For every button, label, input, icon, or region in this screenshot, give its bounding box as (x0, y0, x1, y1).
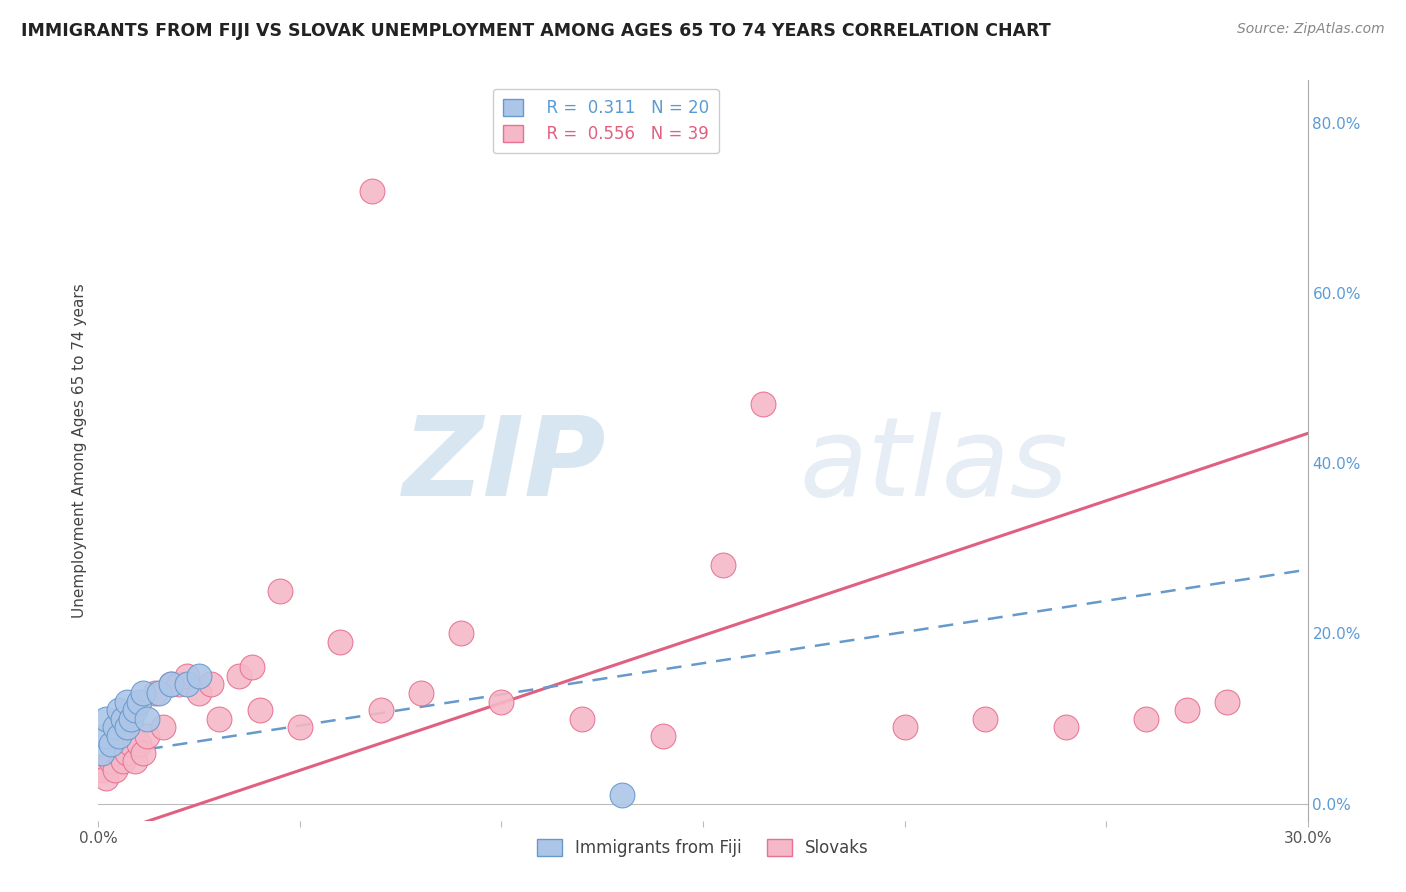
Point (96, 712, 118, 726)
Point (103, 720, 125, 734)
Point (124, 703, 146, 717)
Text: IMMIGRANTS FROM FIJI VS SLOVAK UNEMPLOYMENT AMONG AGES 65 TO 74 YEARS CORRELATIO: IMMIGRANTS FROM FIJI VS SLOVAK UNEMPLOYM… (21, 22, 1050, 40)
Text: ZIP: ZIP (402, 412, 606, 519)
Point (128, 694, 150, 708)
Point (124, 754, 146, 768)
Point (148, 686, 170, 700)
Point (240, 660, 263, 674)
Point (152, 720, 174, 734)
Point (288, 720, 311, 734)
Point (1175, 703, 1198, 717)
Point (100, 754, 122, 768)
Point (329, 635, 352, 649)
Point (115, 746, 138, 760)
Point (103, 763, 125, 777)
Point (249, 703, 271, 717)
Text: Source: ZipAtlas.com: Source: ZipAtlas.com (1237, 22, 1385, 37)
Point (91, 746, 114, 760)
Point (188, 686, 211, 700)
Point (167, 677, 190, 691)
Point (228, 669, 250, 683)
Point (188, 669, 211, 683)
Point (200, 677, 222, 691)
Point (1216, 694, 1239, 708)
Point (115, 720, 138, 734)
Point (96, 771, 118, 785)
Point (612, 788, 634, 802)
Point (115, 694, 138, 708)
Point (361, 184, 384, 198)
Point (208, 712, 231, 726)
Y-axis label: Unemployment Among Ages 65 to 74 years: Unemployment Among Ages 65 to 74 years (72, 283, 87, 618)
Point (96, 729, 118, 743)
Point (1054, 720, 1077, 734)
Point (370, 703, 392, 717)
Legend: Immigrants from Fiji, Slovaks: Immigrants from Fiji, Slovaks (530, 832, 876, 864)
Point (143, 686, 166, 700)
Point (752, 397, 775, 411)
Point (711, 558, 734, 573)
Point (269, 583, 291, 598)
Point (135, 712, 157, 726)
Point (974, 712, 997, 726)
Point (132, 686, 155, 700)
Point (100, 737, 122, 751)
Point (135, 729, 157, 743)
Point (160, 677, 183, 691)
Point (1135, 712, 1157, 726)
Point (107, 746, 129, 760)
Point (120, 712, 142, 726)
Point (176, 669, 198, 683)
Point (107, 729, 129, 743)
Point (893, 720, 915, 734)
Point (111, 712, 134, 726)
Point (91, 763, 114, 777)
Point (128, 737, 150, 751)
Point (409, 686, 432, 700)
Point (651, 729, 673, 743)
Point (132, 746, 155, 760)
Text: atlas: atlas (800, 412, 1069, 519)
Point (120, 737, 142, 751)
Point (107, 703, 129, 717)
Point (160, 677, 183, 691)
Point (450, 626, 472, 640)
Point (176, 677, 198, 691)
Point (571, 712, 593, 726)
Point (111, 754, 134, 768)
Point (491, 694, 513, 708)
